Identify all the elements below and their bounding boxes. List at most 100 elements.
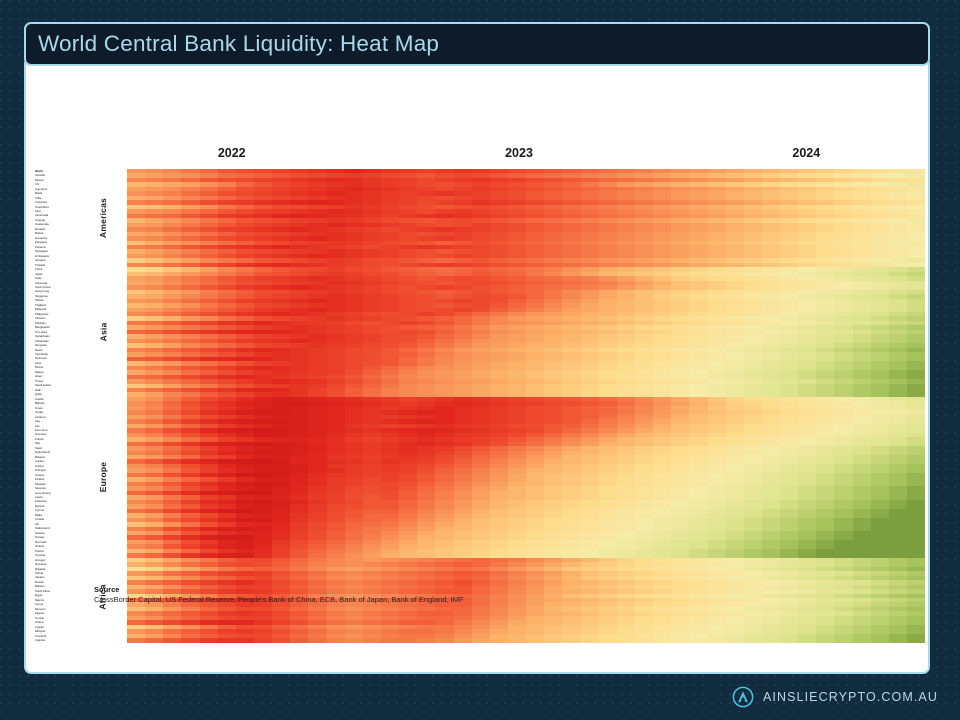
- heatmap-cell: [888, 490, 908, 496]
- heatmap-cell: [417, 535, 436, 540]
- heatmap-cell: [435, 379, 454, 384]
- heatmap-cell: [453, 370, 472, 375]
- heatmap-cell: [326, 580, 345, 585]
- heatmap-cell: [816, 499, 835, 505]
- heatmap-cell: [707, 173, 726, 178]
- region-group-label: Europe: [98, 461, 109, 493]
- heatmap-cell: [326, 508, 345, 514]
- heatmap-cell: [634, 490, 654, 496]
- heatmap-cell: [181, 177, 200, 183]
- heatmap-cell: [380, 419, 400, 424]
- heatmap-cell: [362, 629, 381, 634]
- heatmap-cell: [544, 191, 563, 196]
- heatmap-cell: [526, 231, 545, 237]
- heatmap-cell: [834, 173, 853, 178]
- heatmap-cell: [725, 289, 744, 295]
- heatmap-cell: [653, 593, 672, 598]
- liquidity-heatmap-chart: 2022 2023 2024 World Canada Mexico US Argentin…: [26, 62, 928, 672]
- heatmap-cell: [816, 343, 835, 348]
- heatmap-cell: [362, 334, 381, 339]
- heatmap-cell: [725, 633, 744, 639]
- heatmap-cell: [253, 463, 273, 469]
- heatmap-cell: [471, 584, 490, 590]
- heatmap-cell: [380, 593, 400, 598]
- heatmap-cell: [362, 303, 381, 308]
- heatmap-cell: [326, 325, 345, 330]
- heatmap-cell: [634, 401, 654, 406]
- heatmap-cell: [526, 419, 545, 424]
- heatmap-cell: [707, 356, 726, 362]
- heatmap-cell: [544, 606, 563, 612]
- heatmap-cell: [344, 486, 363, 491]
- heatmap-cell: [598, 253, 617, 259]
- heatmap-cell: [780, 459, 799, 464]
- heatmap-cell: [253, 530, 273, 536]
- heatmap-cell: [290, 227, 309, 232]
- heatmap-cell: [399, 539, 418, 545]
- heatmap-cell: [308, 383, 327, 388]
- heatmap-cell: [725, 410, 744, 415]
- heatmap-cell: [507, 262, 527, 268]
- heatmap-cell: [489, 303, 508, 308]
- heatmap-cell: [653, 289, 672, 295]
- heatmap-cell: [199, 629, 218, 634]
- heatmap-cell: [580, 477, 599, 482]
- heatmap-cell: [181, 530, 200, 536]
- heatmap-cell: [798, 584, 817, 590]
- heatmap-cell: [181, 455, 200, 460]
- heatmap-cell: [634, 463, 654, 469]
- heatmap-cell: [634, 312, 654, 317]
- heatmap-cell: [907, 271, 926, 277]
- heatmap-cell: [852, 423, 871, 429]
- heatmap-cell: [725, 227, 744, 232]
- heatmap-cell: [598, 602, 617, 607]
- heatmap-cell: [362, 383, 381, 388]
- heatmap-cell: [743, 343, 762, 348]
- heatmap-cell: [671, 522, 690, 527]
- heatmap-cell: [653, 437, 672, 442]
- heatmap-cell: [907, 481, 926, 487]
- heatmap-cell: [362, 530, 381, 536]
- heatmap-cell: [417, 316, 436, 321]
- heatmap-cell: [127, 370, 146, 375]
- heatmap-cell: [816, 463, 835, 469]
- heatmap-cell: [544, 477, 563, 482]
- heatmap-cell: [798, 285, 817, 290]
- heatmap-cell: [671, 557, 690, 563]
- heatmap-cell: [163, 209, 182, 214]
- heatmap-cell: [435, 414, 454, 420]
- heatmap-cell: [435, 396, 454, 402]
- heatmap-cell: [199, 298, 218, 304]
- heatmap-cell: [453, 379, 472, 384]
- heatmap-cell: [362, 624, 381, 630]
- heatmap-cell: [344, 218, 363, 223]
- heatmap-cell: [199, 446, 218, 451]
- heatmap-cell: [217, 231, 236, 237]
- heatmap-cell: [235, 320, 254, 326]
- heatmap-cell: [326, 222, 345, 228]
- heatmap-cell: [272, 392, 291, 397]
- heatmap-cell: [507, 231, 527, 237]
- heatmap-cell: [888, 307, 908, 312]
- heatmap-cell: [435, 481, 454, 487]
- heatmap-cell: [725, 535, 744, 540]
- heatmap-cell: [127, 423, 146, 429]
- heatmap-cell: [907, 182, 926, 187]
- heatmap-cell: [127, 343, 146, 348]
- heatmap-cell: [798, 633, 817, 639]
- heatmap-cell: [598, 535, 617, 540]
- heatmap-cell: [163, 530, 182, 536]
- heatmap-cell: [272, 490, 291, 496]
- heatmap-cell: [399, 396, 418, 402]
- heatmap-cell: [562, 312, 581, 317]
- heatmap-cell: [326, 593, 345, 598]
- heatmap-cell: [616, 490, 635, 496]
- heatmap-cell: [634, 414, 654, 420]
- heatmap-cell: [145, 629, 164, 634]
- heatmap-cell: [199, 213, 218, 219]
- heatmap-cell: [598, 271, 617, 277]
- heatmap-cell: [181, 419, 200, 424]
- heatmap-cell: [181, 428, 200, 433]
- heatmap-cell: [780, 481, 799, 487]
- heatmap-cell: [707, 566, 726, 572]
